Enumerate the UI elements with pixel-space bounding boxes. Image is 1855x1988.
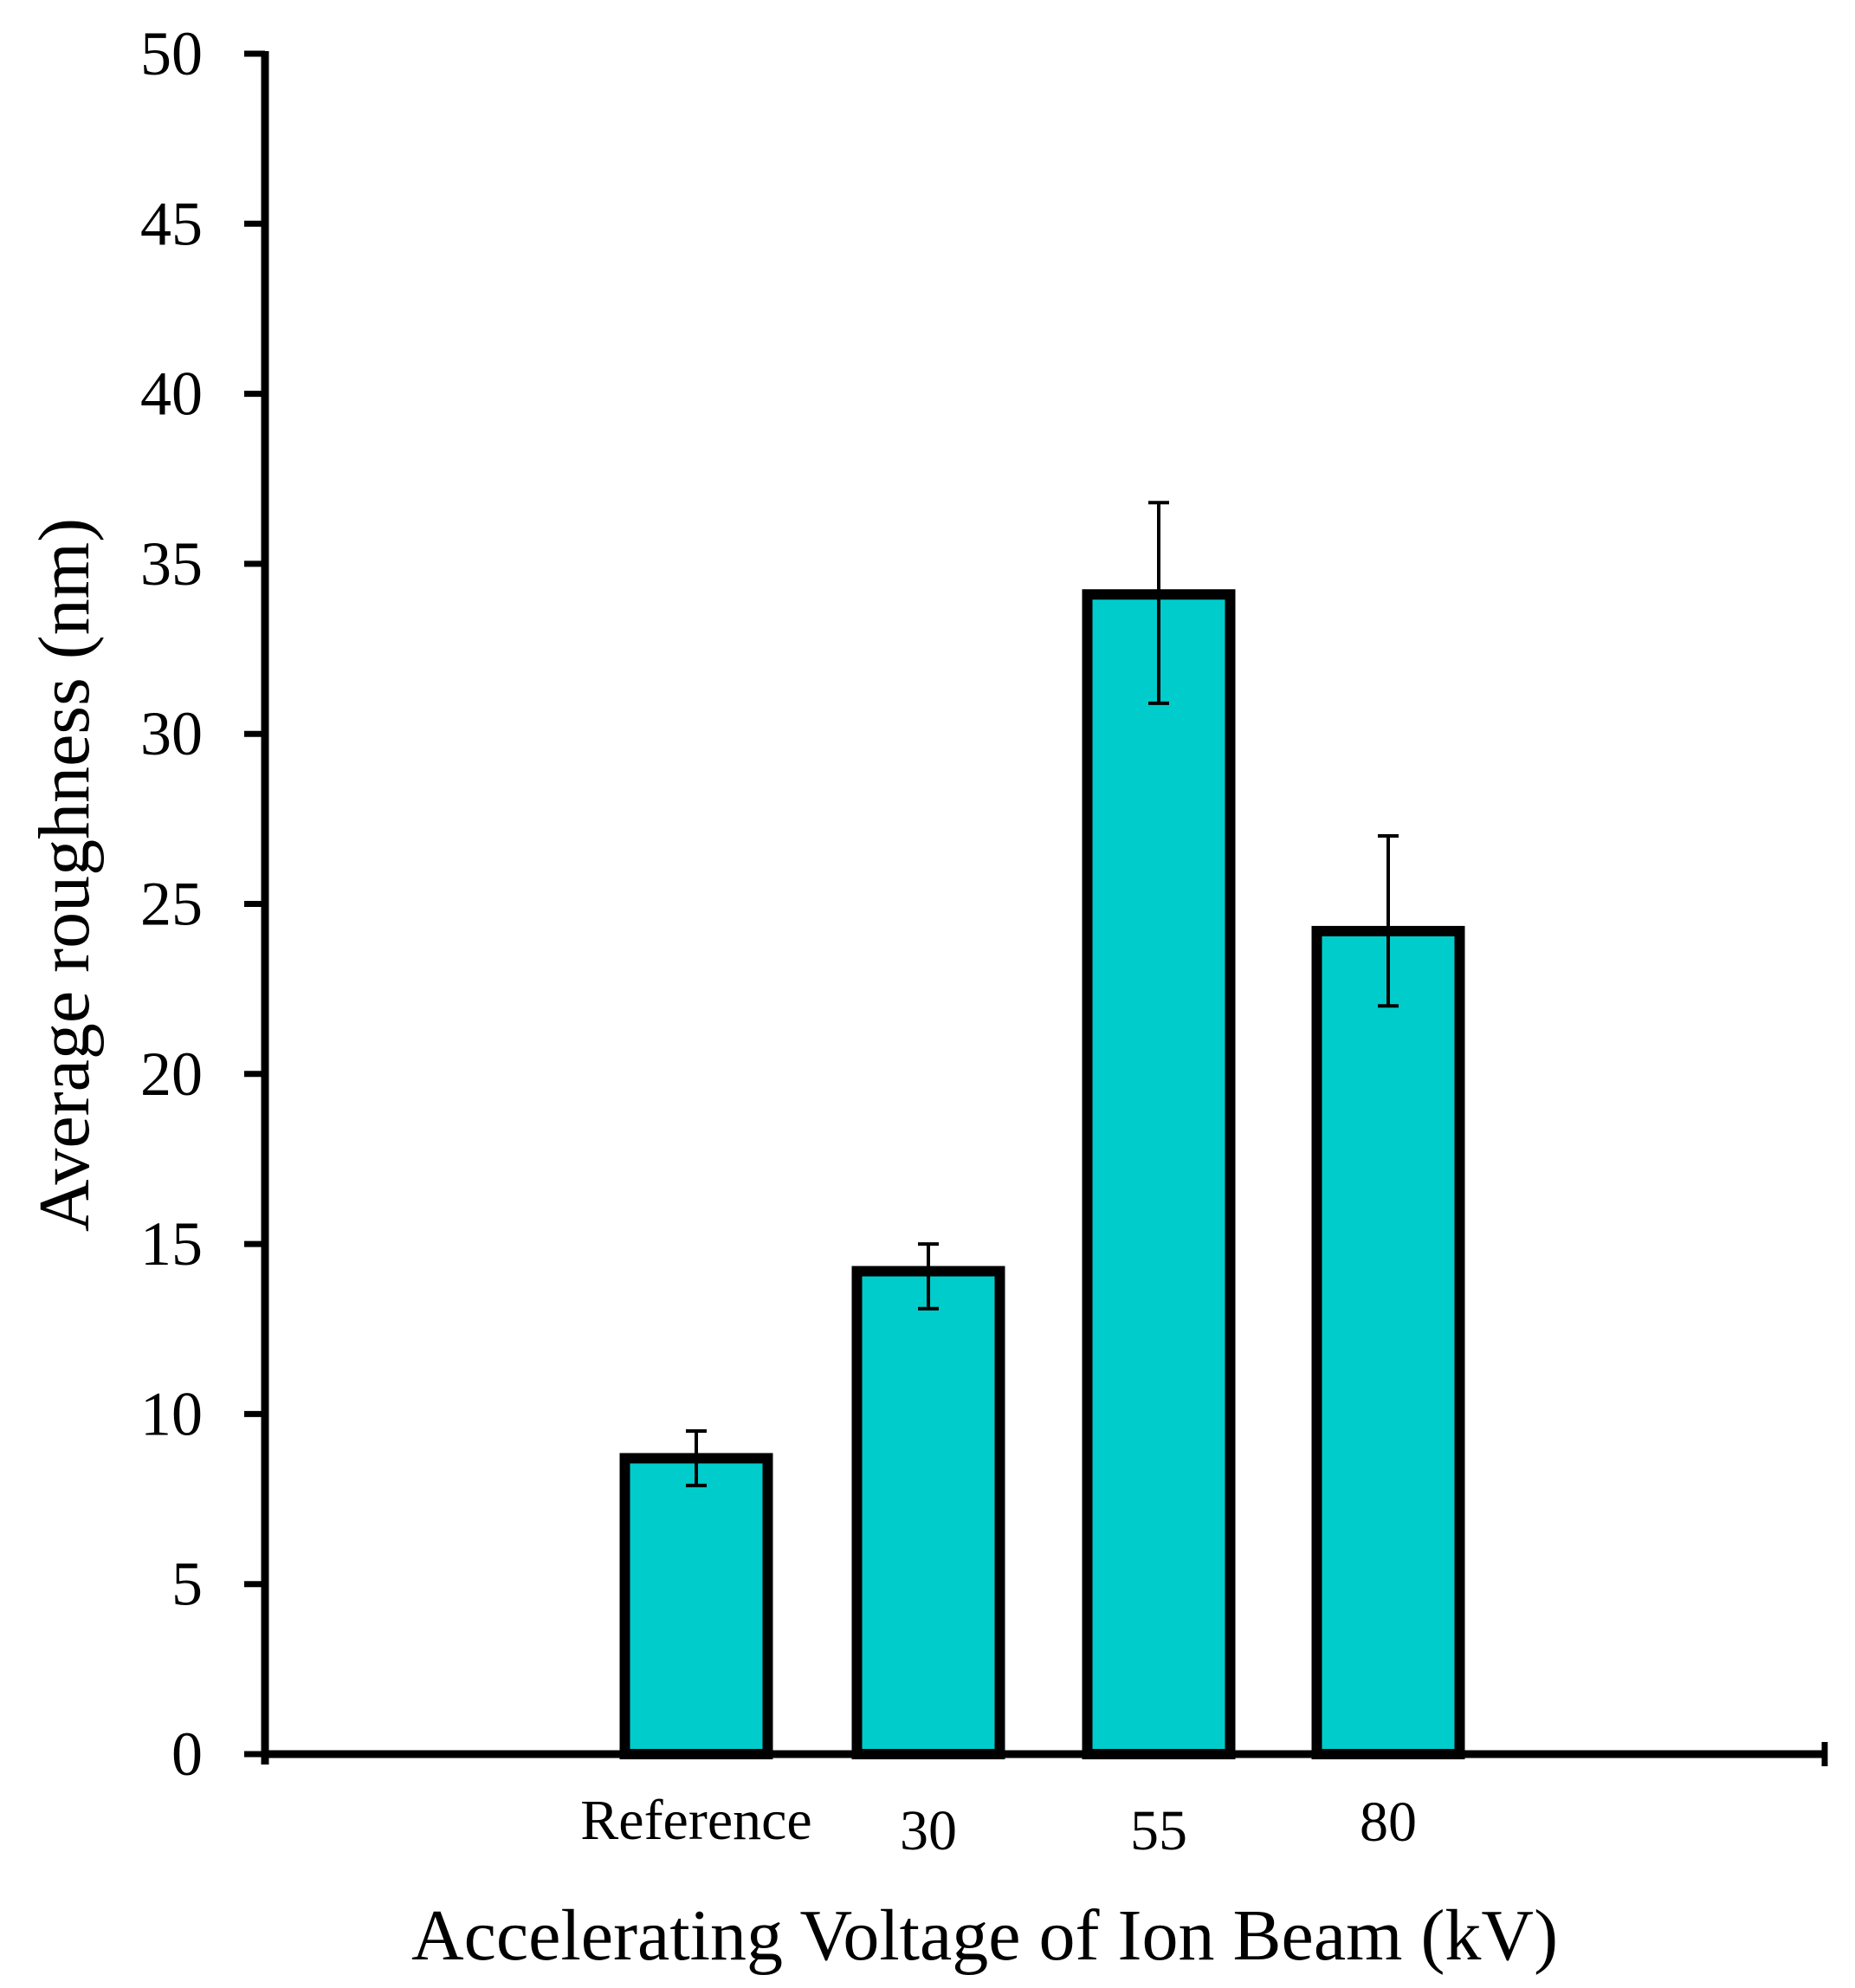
x-axis-tick-labels: Reference 30 55 80 <box>580 1789 1417 1862</box>
error-bars-group <box>686 501 1399 1487</box>
y-axis-ticks: 0 5 10 15 20 25 30 35 40 45 50 <box>140 19 265 1789</box>
axes-group <box>261 51 1828 1766</box>
y-tick-label-0: 0 <box>171 1719 203 1789</box>
y-tick-label-5: 5 <box>171 1550 203 1619</box>
x-tick-label-55: 55 <box>1130 1799 1187 1862</box>
x-tick-label-30: 30 <box>900 1799 957 1862</box>
y-tick-label-50: 50 <box>140 19 203 88</box>
y-tick-label-40: 40 <box>140 359 203 429</box>
y-tick-label-10: 10 <box>140 1379 203 1448</box>
bar-80 <box>1311 925 1465 1759</box>
x-tick-label-80: 80 <box>1360 1790 1417 1854</box>
x-axis-title: Accelerating Voltage of Ion Beam (kV) <box>411 1895 1558 1976</box>
error-bar-30 <box>918 1242 939 1311</box>
bars-group <box>619 589 1465 1760</box>
bar-reference <box>619 1453 773 1759</box>
y-tick-label-25: 25 <box>140 870 203 939</box>
x-tick-label-reference: Reference <box>580 1789 811 1852</box>
y-tick-label-35: 35 <box>140 529 203 599</box>
error-bar-reference <box>686 1429 707 1487</box>
error-bar-55 <box>1148 501 1169 705</box>
y-tick-label-30: 30 <box>140 699 203 768</box>
y-tick-label-45: 45 <box>140 189 203 258</box>
bar-30 <box>851 1266 1005 1760</box>
bar-55 <box>1082 589 1236 1759</box>
y-tick-label-20: 20 <box>140 1039 203 1109</box>
y-tick-label-15: 15 <box>140 1209 203 1279</box>
error-bar-80 <box>1378 833 1399 1008</box>
y-axis-title: Average roughness (nm) <box>24 518 105 1232</box>
